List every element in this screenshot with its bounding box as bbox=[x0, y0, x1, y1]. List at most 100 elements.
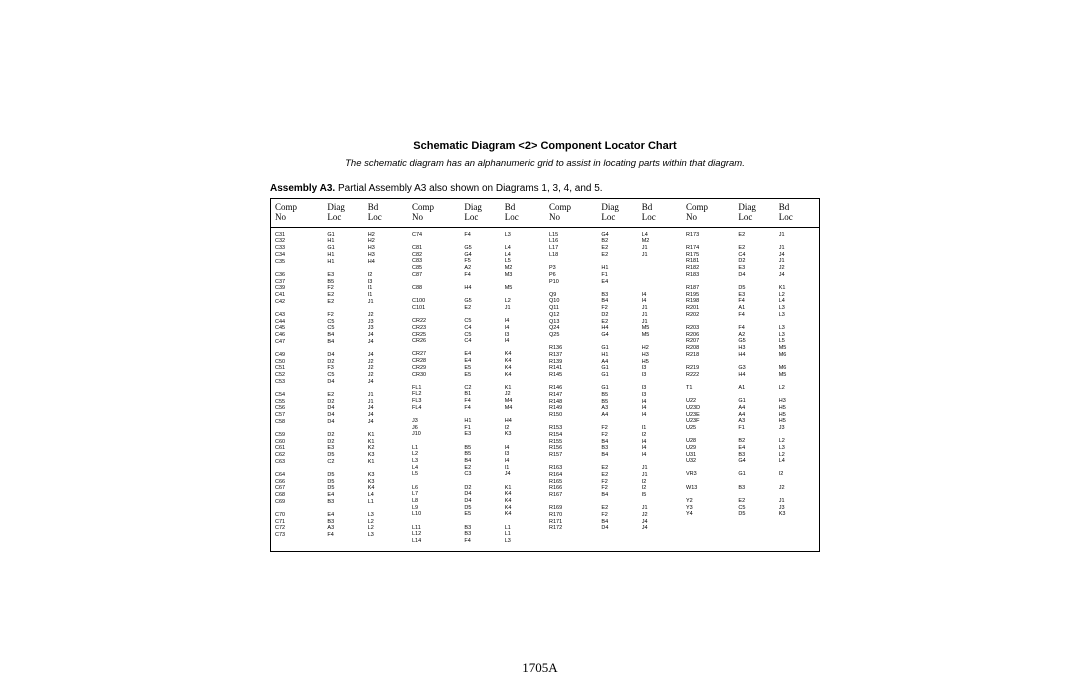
cell-comp: C63 bbox=[275, 459, 327, 466]
cell-comp: U23D bbox=[686, 405, 738, 412]
table-row: C36E3I2 bbox=[275, 272, 404, 279]
cell-diag: E2 bbox=[464, 465, 504, 472]
table-row: T1A1L2 bbox=[686, 385, 815, 392]
table-row: L4E2I1 bbox=[412, 465, 541, 472]
cell-diag: D5 bbox=[327, 472, 367, 479]
cell-comp: P6 bbox=[549, 272, 601, 279]
table-row: R181D2J1 bbox=[686, 258, 815, 265]
table-row: R222H4M5 bbox=[686, 372, 815, 379]
cell-diag: E2 bbox=[327, 392, 367, 399]
cell-bd: I4 bbox=[642, 445, 678, 452]
table-row: L5C3J4 bbox=[412, 471, 541, 478]
table-column: C31G1H2C32H1H2C33G1H3C34H1H3C35H1H4C36E3… bbox=[271, 232, 408, 545]
table-row: R141G1I3 bbox=[549, 365, 678, 372]
table-row: R148B5I4 bbox=[549, 399, 678, 406]
table-row: R164E2J1 bbox=[549, 472, 678, 479]
cell-bd: H3 bbox=[368, 252, 404, 259]
table-row: U23EA4H5 bbox=[686, 412, 815, 419]
cell-diag: D5 bbox=[327, 452, 367, 459]
cell-comp: U25 bbox=[686, 425, 738, 432]
cell-bd: L2 bbox=[368, 525, 404, 532]
cell-diag: D5 bbox=[738, 285, 778, 292]
cell-bd: K4 bbox=[368, 485, 404, 492]
header-group: CompNoDiagLocBdLoc bbox=[271, 199, 408, 227]
table-row: R208H3M5 bbox=[686, 345, 815, 352]
cell-comp: CR30 bbox=[412, 372, 464, 379]
cell-diag: G5 bbox=[738, 338, 778, 345]
cell-bd: J4 bbox=[368, 419, 404, 426]
table-row: R146G1I3 bbox=[549, 385, 678, 392]
cell-bd: L4 bbox=[779, 458, 815, 465]
cell-bd: M6 bbox=[779, 365, 815, 372]
cell-bd: J3 bbox=[779, 505, 815, 512]
cell-bd: I2 bbox=[505, 425, 541, 432]
cell-diag: D4 bbox=[327, 412, 367, 419]
cell-bd: J4 bbox=[368, 405, 404, 412]
cell-bd: H5 bbox=[779, 405, 815, 412]
header-comp: CompNo bbox=[275, 203, 327, 223]
cell-bd: I4 bbox=[642, 439, 678, 446]
cell-bd: J2 bbox=[779, 265, 815, 272]
cell-bd: I2 bbox=[642, 479, 678, 486]
cell-diag: E3 bbox=[327, 445, 367, 452]
table-column: C74F4L3C81G5L4C82G4L4C83F5L5C85A2M2C87F4… bbox=[408, 232, 545, 545]
cell-diag: G5 bbox=[464, 245, 504, 252]
table-row: C42E2J1 bbox=[275, 299, 404, 306]
cell-bd: K1 bbox=[505, 485, 541, 492]
cell-comp: C43 bbox=[275, 312, 327, 319]
cell-comp: Q12 bbox=[549, 312, 601, 319]
cell-diag: E3 bbox=[738, 292, 778, 299]
table-row: C55D2J1 bbox=[275, 399, 404, 406]
table-row: C51F3J2 bbox=[275, 365, 404, 372]
table-row: R187D5K1 bbox=[686, 285, 815, 292]
header-group: CompNoDiagLocBdLoc bbox=[682, 199, 819, 227]
table-row: C47B4J4 bbox=[275, 339, 404, 346]
table-row: J10E3K3 bbox=[412, 431, 541, 438]
cell-comp: L5 bbox=[412, 471, 464, 478]
cell-diag: B3 bbox=[327, 519, 367, 526]
table-row: P3H1 bbox=[549, 265, 678, 272]
cell-diag: F4 bbox=[738, 325, 778, 332]
table-row: R147B5I3 bbox=[549, 392, 678, 399]
table-row: C67D5K4 bbox=[275, 485, 404, 492]
cell-diag: G1 bbox=[327, 245, 367, 252]
cell-comp: J3 bbox=[412, 418, 464, 425]
cell-comp: C36 bbox=[275, 272, 327, 279]
table-row: U31B3L2 bbox=[686, 452, 815, 459]
table-column: R173E2J1R174E2J1R175C4J4R181D2J1R182E3J2… bbox=[682, 232, 819, 545]
cell-comp: CR27 bbox=[412, 351, 464, 358]
cell-bd: J4 bbox=[779, 252, 815, 259]
table-body: C31G1H2C32H1H2C33G1H3C34H1H3C35H1H4C36E3… bbox=[271, 228, 819, 551]
table-row: C50D2J2 bbox=[275, 359, 404, 366]
table-row: W13B3J2 bbox=[686, 485, 815, 492]
table-column: L15G4L4L16B2M2L17E2J1L18E2J1P3H1P6F1P10E… bbox=[545, 232, 682, 545]
table-row: R157B4I4 bbox=[549, 452, 678, 459]
cell-comp: C52 bbox=[275, 372, 327, 379]
cell-comp: C41 bbox=[275, 292, 327, 299]
cell-bd: K4 bbox=[505, 491, 541, 498]
cell-diag: D4 bbox=[738, 272, 778, 279]
cell-comp: W13 bbox=[686, 485, 738, 492]
cell-diag: E5 bbox=[464, 511, 504, 518]
table-row: CR25C5I3 bbox=[412, 332, 541, 339]
table-row: C71B3L2 bbox=[275, 519, 404, 526]
cell-comp: R181 bbox=[686, 258, 738, 265]
cell-diag: B1 bbox=[464, 391, 504, 398]
cell-bd: I2 bbox=[642, 432, 678, 439]
cell-comp: R149 bbox=[549, 405, 601, 412]
cell-bd: J2 bbox=[779, 485, 815, 492]
cell-bd: I2 bbox=[779, 471, 815, 478]
table-row: R167B4I5 bbox=[549, 492, 678, 499]
table-row: C45C5J3 bbox=[275, 325, 404, 332]
cell-bd: J2 bbox=[368, 359, 404, 366]
table-row: L18E2J1 bbox=[549, 252, 678, 259]
cell-diag: B5 bbox=[327, 279, 367, 286]
cell-comp: R198 bbox=[686, 298, 738, 305]
cell-diag: E2 bbox=[464, 305, 504, 312]
cell-diag: E4 bbox=[738, 445, 778, 452]
cell-comp: C82 bbox=[412, 252, 464, 259]
header-diag: DiagLoc bbox=[601, 203, 641, 223]
table-row: R139A4H5 bbox=[549, 359, 678, 366]
cell-diag: B4 bbox=[601, 298, 641, 305]
cell-comp: J10 bbox=[412, 431, 464, 438]
